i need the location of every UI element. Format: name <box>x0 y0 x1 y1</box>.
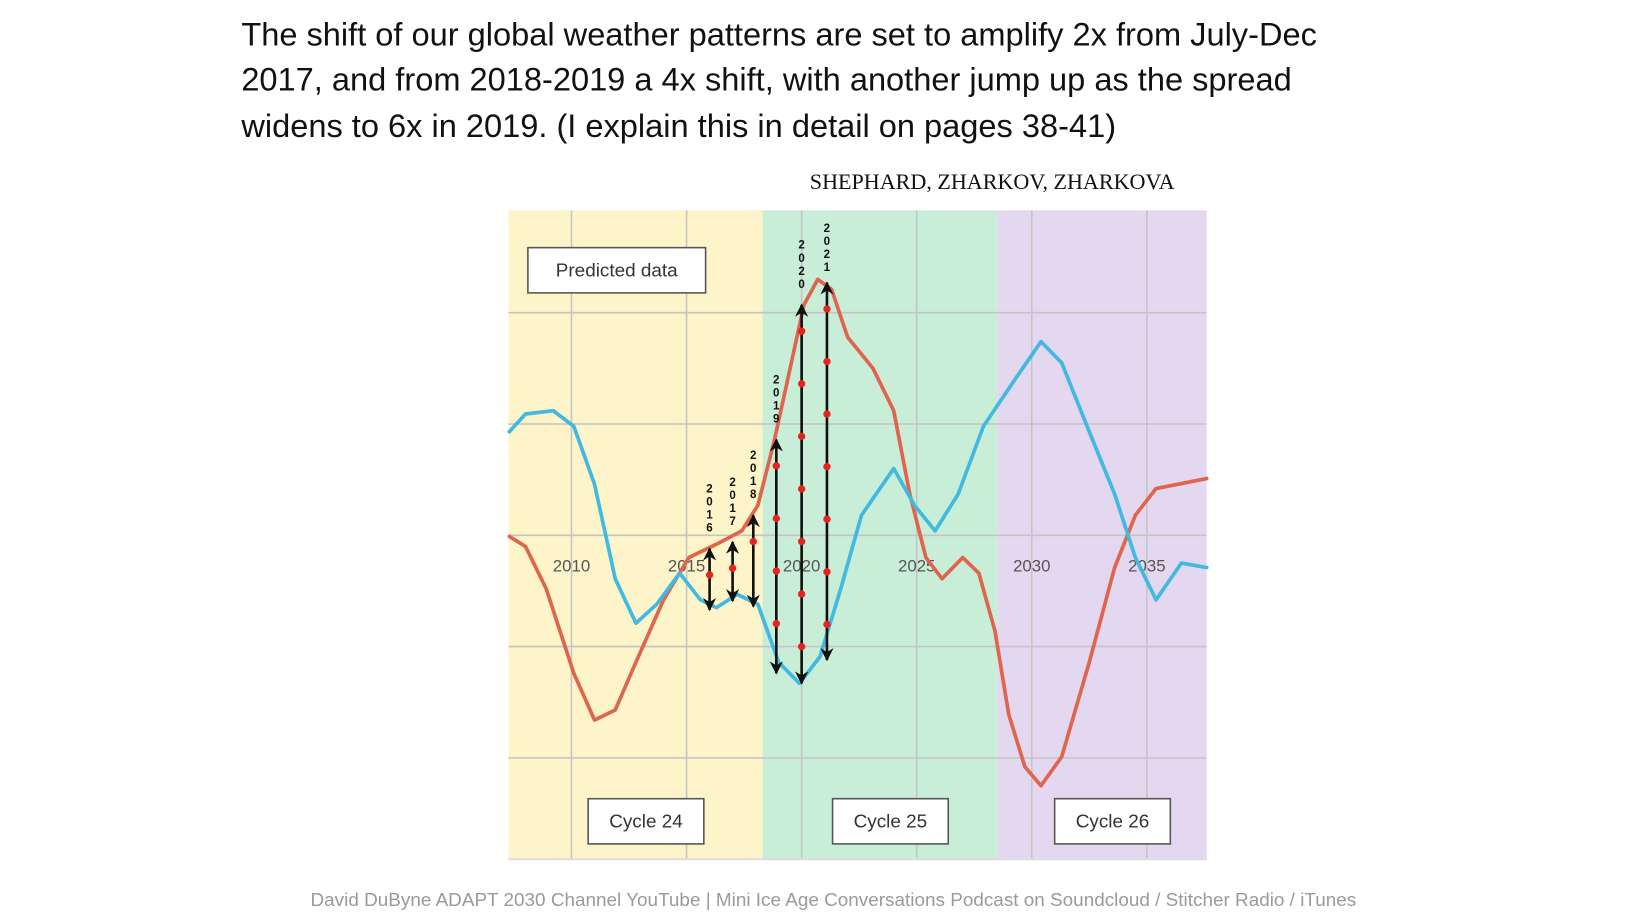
year-label: 2021 <box>821 223 833 275</box>
spread-dot <box>823 620 831 629</box>
spread-dot <box>823 410 831 418</box>
spread-dot <box>705 571 714 579</box>
spread-dot <box>772 514 781 523</box>
x-tick-label: 2035 <box>1128 556 1165 575</box>
spread-dot <box>823 463 831 471</box>
annotation-box <box>527 246 707 294</box>
chart-title: SHEPHARD, ZHARKOV, ZHARKOVA <box>810 169 1175 194</box>
year-label: 2016 <box>704 483 716 535</box>
spread-dot <box>797 380 806 388</box>
spread-dot <box>797 537 806 546</box>
spread-dot <box>797 590 806 598</box>
spread-dot <box>823 357 831 366</box>
cycle-label: Cycle 26 <box>1076 811 1150 832</box>
x-tick-label: 2025 <box>898 556 935 575</box>
chart: 2010 2015 2020 2025 2030 2035 2016 2017 2018 2019… <box>507 210 1209 861</box>
annotation: Predicted data <box>556 260 678 281</box>
year-label: 2020 <box>796 240 808 292</box>
spread-dot <box>797 432 806 441</box>
paragraph-line: The shift of our global weather patterns… <box>241 15 1317 52</box>
spread-dot <box>772 462 781 470</box>
footer: David DuByne ADAPT 2030 Channel YouTube … <box>311 890 1357 911</box>
paragraph-line: widens to 6x in 2019. (I explain this in… <box>240 107 1116 144</box>
spread-dot <box>823 515 831 523</box>
spread-dot <box>772 567 781 575</box>
x-tick-label: 2030 <box>1013 556 1050 575</box>
year-label: 2017 <box>727 477 739 529</box>
spread-dot <box>797 485 806 493</box>
spread-dot <box>772 619 781 628</box>
spread-dot <box>749 537 757 546</box>
cycle-label: Cycle 25 <box>854 811 928 832</box>
x-tick-label: 2010 <box>553 556 590 575</box>
spread-dot <box>823 305 831 313</box>
year-label: 2018 <box>747 450 759 502</box>
spread-dot <box>797 327 806 335</box>
cycle-label-box <box>831 797 950 845</box>
paragraph-line: 2017, and from 2018-2019 a 4x shift, wit… <box>241 61 1291 98</box>
spread-dot <box>797 643 806 651</box>
year-label: 2019 <box>770 374 782 426</box>
series-line <box>507 277 1209 788</box>
x-tick-label: 2015 <box>668 556 705 575</box>
cycle-label-box <box>1053 797 1172 845</box>
cycle-label: Cycle 24 <box>609 811 683 832</box>
spread-dot <box>728 564 737 572</box>
spread-dot <box>823 568 831 576</box>
cycle-label-box <box>587 797 705 845</box>
